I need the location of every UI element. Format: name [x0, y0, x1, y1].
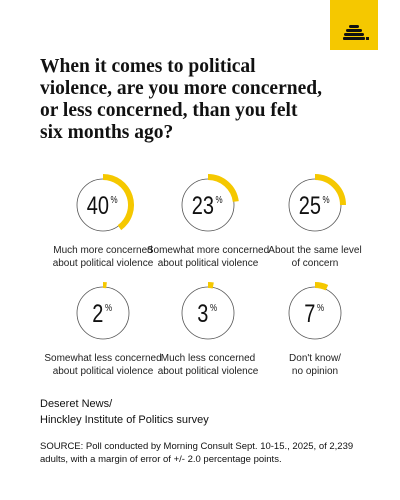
- category-label: Much less concerned about political viol…: [157, 353, 259, 377]
- gauge: 23%: [181, 174, 239, 232]
- category-label: Don't know/ no opinion: [289, 353, 341, 377]
- chart-title: When it comes to political violence, are…: [40, 56, 322, 143]
- gauge-cell: 25% About the same level of concern: [245, 170, 385, 270]
- value-unit: %: [216, 194, 223, 205]
- gauge: 7%: [288, 282, 342, 340]
- category-label: Much more concerned about political viol…: [52, 245, 154, 269]
- gauge-cell: 3% Much less concerned about political vi…: [138, 278, 278, 378]
- gauge-arc: [314, 282, 329, 291]
- value-label: 3%: [197, 300, 217, 328]
- value-unit: %: [323, 194, 330, 205]
- gauge: 25%: [288, 174, 346, 232]
- gauge-cell: 2% Somewhat less concerned about politica…: [33, 278, 173, 378]
- source-note: SOURCE: Poll conducted by Morning Consul…: [40, 441, 354, 465]
- value-label: 40%: [87, 192, 118, 220]
- gauge: 2%: [76, 282, 130, 340]
- value-number: 23: [192, 192, 214, 220]
- category-label: About the same level of concern: [268, 245, 362, 269]
- value-label: 25%: [299, 192, 330, 220]
- gauge-cell: 40% Much more concerned about political v…: [33, 170, 173, 270]
- value-number: 7: [304, 300, 315, 328]
- source-name: Deseret News/ Hinckley Institute of Poli…: [40, 398, 209, 426]
- gauge-cell: 23% Somewhat more concerned about politic…: [138, 170, 278, 270]
- value-label: 23%: [192, 192, 223, 220]
- value-unit: %: [317, 302, 324, 313]
- value-number: 2: [92, 300, 103, 328]
- value-unit: %: [111, 194, 118, 205]
- gauge-cell: 7% Don't know/ no opinion: [245, 278, 385, 378]
- gauge: 3%: [181, 282, 235, 340]
- value-unit: %: [105, 302, 112, 313]
- value-number: 40: [87, 192, 109, 220]
- category-label: Somewhat less concerned about political …: [44, 353, 162, 377]
- value-number: 3: [197, 300, 208, 328]
- value-label: 2%: [92, 300, 112, 328]
- gauge-arc: [207, 174, 239, 203]
- value-label: 7%: [304, 300, 324, 328]
- gauge: 40%: [76, 174, 134, 232]
- logo-icon: [343, 25, 369, 40]
- gauge-arc: [314, 174, 346, 206]
- category-label: Somewhat more concerned about political …: [146, 245, 270, 269]
- gauge-arc: [102, 174, 134, 231]
- value-unit: %: [210, 302, 217, 313]
- value-number: 25: [299, 192, 321, 220]
